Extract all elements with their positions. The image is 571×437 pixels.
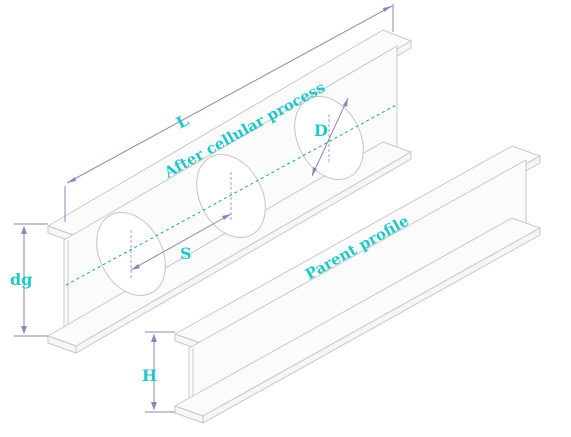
parent-height-label: H — [142, 366, 157, 385]
parent-bottom-flange-side — [202, 227, 541, 424]
parent-profile-beam — [173, 145, 542, 424]
diameter-dimension — [311, 97, 349, 177]
cell-hole-1 — [96, 212, 166, 296]
castellated-depth-label: dg — [10, 270, 32, 289]
length-label: L — [173, 110, 192, 132]
length-dimension — [64, 4, 394, 222]
cellular-beam — [46, 29, 413, 354]
parent-height-dimension — [145, 331, 175, 413]
spacing-label: S — [180, 244, 192, 263]
spacing-dimension — [130, 213, 232, 271]
cellular-bottom-flange-side — [75, 151, 412, 354]
castellated-depth-dimension — [14, 223, 48, 337]
hole-diameter-label: D — [314, 121, 328, 140]
cell-hole-2 — [196, 154, 266, 238]
